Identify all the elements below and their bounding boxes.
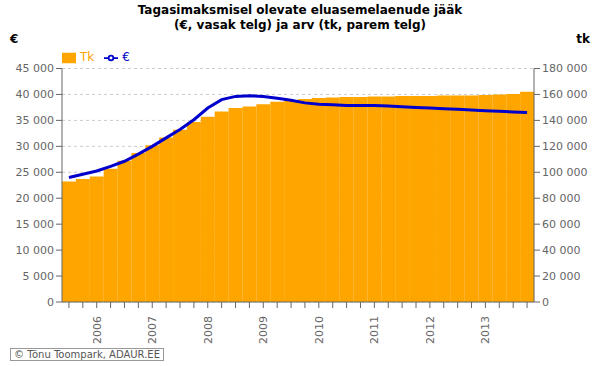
svg-text:120 000: 120 000 [542,140,588,153]
svg-text:40 000: 40 000 [542,244,581,257]
svg-text:140 000: 140 000 [542,114,588,127]
svg-text:40 000: 40 000 [16,88,55,101]
svg-text:0: 0 [47,296,54,309]
html-text:tk: tk [576,32,590,46]
svg-text:45 000: 45 000 [16,62,55,75]
svg-text:160 000: 160 000 [542,88,588,101]
html-text:(€, vasak telg) ja arv (tk, pa: (€, vasak telg) ja arv (tk, parem telg) [174,18,426,32]
svg-text:2011: 2011 [368,316,381,344]
svg-text:2009: 2009 [257,316,270,344]
svg-text:10 000: 10 000 [16,244,55,257]
svg-text:20 000: 20 000 [542,270,581,283]
svg-text:2010: 2010 [313,316,326,344]
svg-text:30 000: 30 000 [16,140,55,153]
svg-text:0: 0 [542,296,549,309]
svg-text:15 000: 15 000 [16,218,55,231]
svg-text:60 000: 60 000 [542,218,581,231]
svg-text:180 000: 180 000 [542,62,588,75]
svg-text:35 000: 35 000 [16,114,55,127]
html-text:© Tõnu Toompark, ADAUR.EE: © Tõnu Toompark, ADAUR.EE [14,349,160,360]
svg-text:25 000: 25 000 [16,166,55,179]
svg-text:2013: 2013 [479,316,492,344]
svg-text:2006: 2006 [91,316,104,344]
svg-text:2008: 2008 [202,316,215,344]
svg-text:100 000: 100 000 [542,166,588,179]
svg-text:5 000: 5 000 [23,270,55,283]
html-text:Tagasimaksmisel olevate eluase: Tagasimaksmisel olevate eluasemelaenude … [137,3,463,17]
svg-text:80 000: 80 000 [542,192,581,205]
html-text:Tk: Tk [80,50,95,64]
svg-text:2007: 2007 [146,316,159,344]
svg-text:20 000: 20 000 [16,192,55,205]
svg-text:2012: 2012 [424,316,437,344]
